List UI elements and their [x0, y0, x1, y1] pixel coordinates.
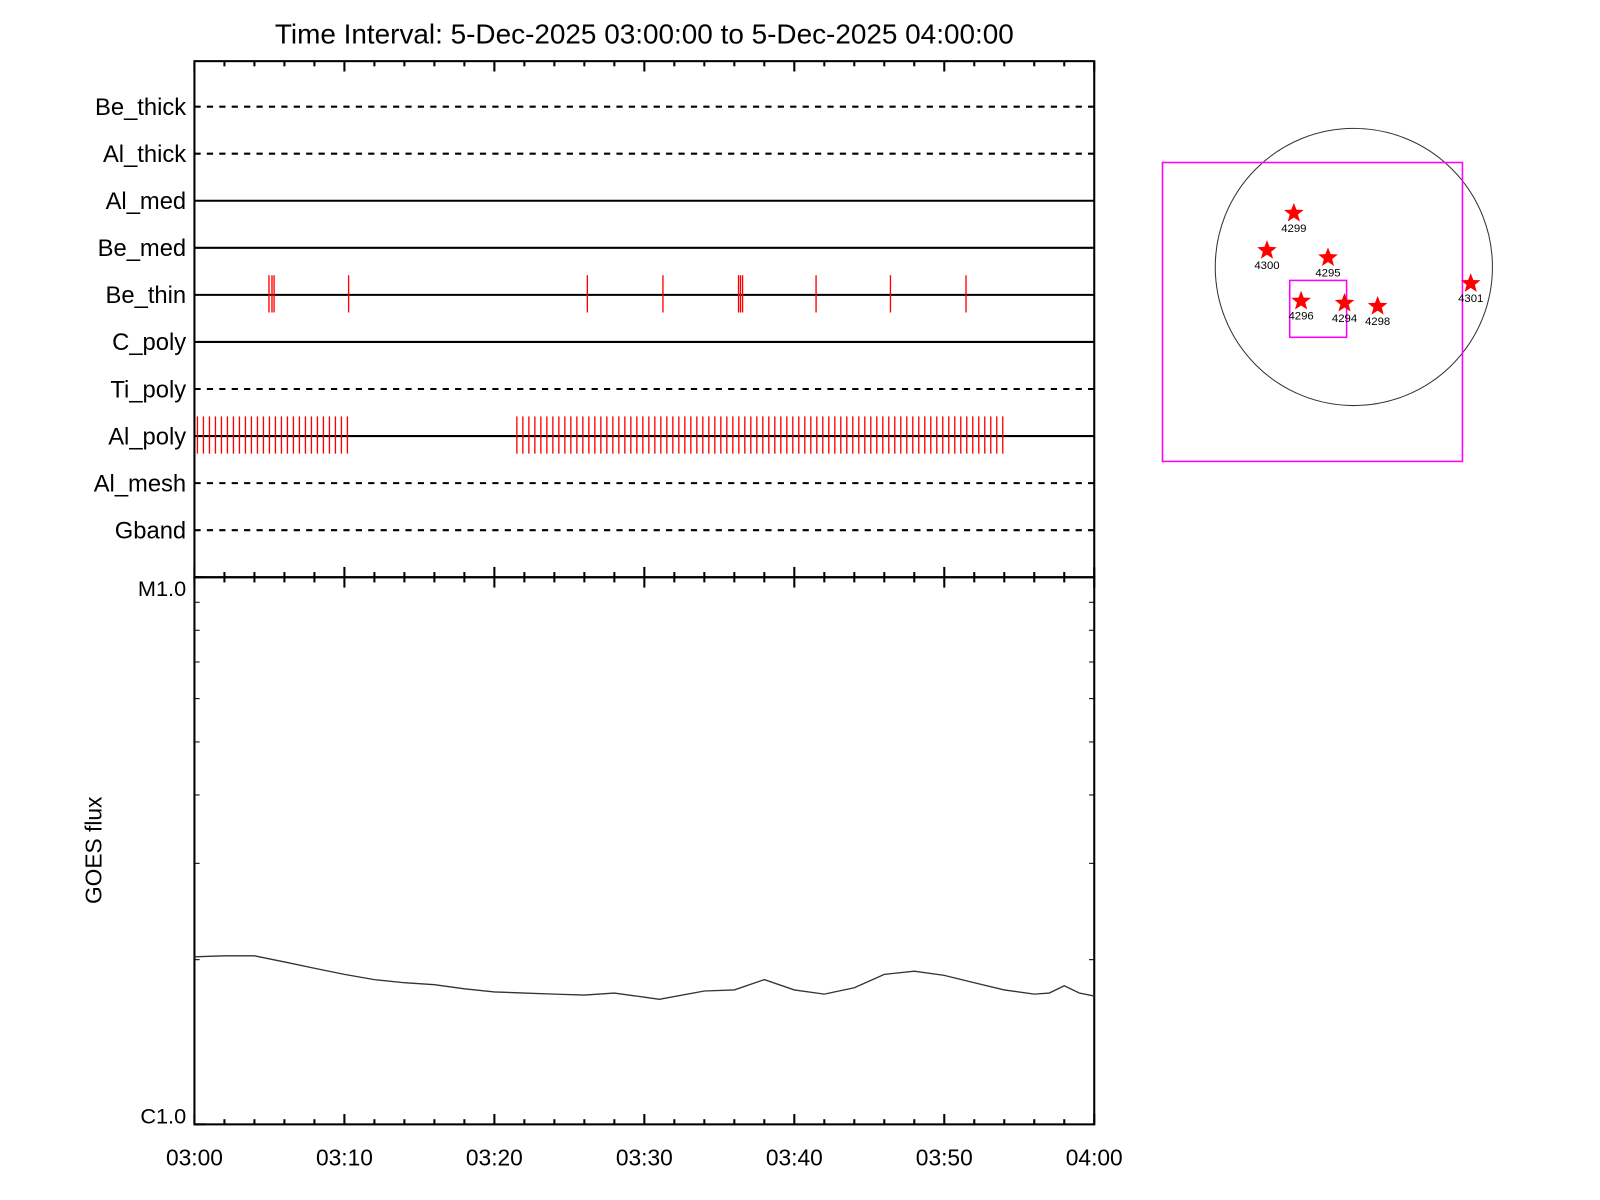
x-tick-label: 03:20 [466, 1145, 523, 1171]
region-star [1284, 202, 1304, 222]
filter-label: Be_thick [95, 94, 186, 121]
x-tick-label: 03:10 [316, 1145, 373, 1171]
region-star [1334, 292, 1355, 312]
region-label: 4296 [1288, 311, 1313, 323]
region-label: 4298 [1365, 316, 1390, 328]
y-tick-label: C1.0 [140, 1103, 186, 1128]
filter-label: Al_poly [108, 423, 186, 450]
region-star [1460, 273, 1481, 292]
region-star [1318, 247, 1338, 267]
region-star [1291, 290, 1311, 310]
timeline-frame [193, 60, 1096, 579]
region-star [1367, 295, 1388, 315]
x-tick-label: 04:00 [1066, 1145, 1123, 1171]
filter-label: Ti_poly [110, 376, 186, 403]
region-label: 4299 [1281, 223, 1306, 235]
x-tick-label: 03:50 [916, 1145, 973, 1171]
field-of-view [1161, 161, 1464, 463]
x-tick-label: 03:30 [616, 1145, 673, 1171]
flux-line [194, 955, 1095, 1000]
region-star [1257, 240, 1277, 259]
filter-label: Be_thin [106, 282, 187, 309]
filter-label: C_poly [112, 329, 186, 356]
solar-disk [1214, 127, 1493, 407]
flux-frame [193, 576, 1096, 1126]
filter-label: Al_thick [103, 141, 186, 168]
chart-title: Time Interval: 5-Dec-2025 03:00:00 to 5-… [275, 19, 1014, 50]
filter-label: Gband [115, 517, 186, 544]
region-label: 4294 [1332, 313, 1357, 325]
filter-label: Al_mesh [94, 470, 186, 497]
region-label: 4300 [1254, 260, 1279, 272]
y-axis-label: GOES flux [80, 796, 106, 904]
x-tick-label: 03:40 [766, 1145, 823, 1171]
x-tick-label: 03:00 [166, 1145, 223, 1171]
region-label: 4301 [1458, 293, 1483, 305]
region-label: 4295 [1315, 267, 1340, 279]
y-tick-label: M1.0 [138, 576, 186, 601]
pointing-box [1288, 279, 1348, 339]
filter-label: Al_med [106, 188, 187, 215]
filter-label: Be_med [98, 235, 187, 262]
